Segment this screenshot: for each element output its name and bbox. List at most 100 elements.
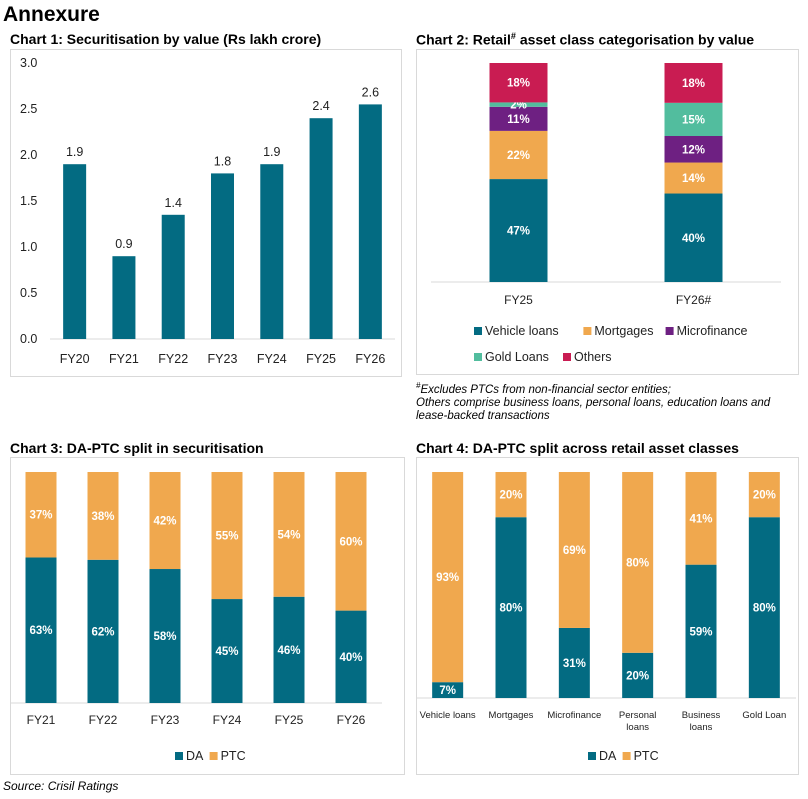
chart1-bar bbox=[112, 256, 136, 339]
chart3-bar-segment bbox=[87, 559, 119, 703]
footnote-line-1: #Excludes PTCs from non-financial sector… bbox=[416, 379, 806, 397]
chart4-xtick: Business bbox=[682, 710, 721, 721]
chart4-legend-label: PTC bbox=[634, 749, 659, 763]
chart3-legend-swatch bbox=[209, 752, 218, 760]
chart1-ytick: 0.5 bbox=[20, 286, 37, 300]
chart1-svg: 0.0 0.5 1.0 1.5 2.0 2.5 3.0 1.9 FY20 0.9 FY21 1.4 FY… bbox=[20, 56, 395, 366]
chart3-bar-segment bbox=[149, 472, 181, 570]
footnote-marker: # bbox=[416, 381, 421, 390]
chart4-legend-swatch bbox=[622, 752, 631, 760]
chart2-data-label: 2% bbox=[510, 100, 527, 112]
chart2-bar-segment bbox=[489, 130, 548, 180]
chart3-data-label: 46% bbox=[277, 645, 300, 657]
chart2-data-label: 15% bbox=[682, 114, 705, 126]
chart2-bar-segment bbox=[664, 102, 723, 136]
footnote-line-1-text: Excludes PTCs from non-financial sector … bbox=[420, 383, 671, 396]
chart3-xtick: FY21 bbox=[27, 713, 56, 727]
chart1-ytick: 3.0 bbox=[20, 56, 37, 70]
chart4-bar-segment bbox=[558, 472, 590, 628]
chart2-bar-segment bbox=[489, 63, 548, 103]
chart3-data-label: 62% bbox=[91, 626, 114, 638]
chart2-legend-swatch bbox=[665, 327, 674, 335]
chart3-bar-segment bbox=[335, 610, 367, 703]
chart2-bar-segment bbox=[489, 102, 548, 107]
source-note: Source: Crisil Ratings bbox=[3, 779, 119, 793]
chart1-data-label: 1.4 bbox=[165, 196, 182, 210]
chart2-data-label: 11% bbox=[507, 114, 529, 126]
chart2-title-marker: # bbox=[510, 31, 516, 41]
chart1-ytick: 2.0 bbox=[20, 148, 37, 162]
chart4-data-label: 69% bbox=[563, 545, 586, 557]
chart4-bar-segment bbox=[748, 472, 780, 518]
chart3-legend-swatch bbox=[175, 752, 183, 760]
chart4-title: Chart 4: DA-PTC split across retail asse… bbox=[416, 440, 739, 456]
chart3-data-label: 45% bbox=[215, 646, 238, 658]
chart2-bar-segment bbox=[489, 179, 548, 282]
chart4-data-label: 59% bbox=[689, 626, 712, 638]
chart3-bar-segment bbox=[273, 596, 305, 703]
chart1-bar bbox=[211, 173, 234, 339]
chart4-data-label: 80% bbox=[626, 557, 649, 569]
chart4-bar-segment bbox=[622, 652, 654, 698]
chart4-xtick: Microfinance bbox=[547, 710, 601, 721]
chart2-legend-label: Vehicle loans bbox=[485, 324, 559, 338]
chart3-data-label: 58% bbox=[153, 631, 176, 643]
chart3-xtick: FY24 bbox=[213, 713, 242, 727]
chart2-title-suffix: asset class categorisation by value bbox=[515, 31, 755, 48]
chart4-data-label: 80% bbox=[499, 603, 522, 615]
chart4-bar-segment bbox=[495, 472, 527, 518]
chart1-xtick: FY26 bbox=[355, 352, 385, 366]
chart3-xtick: FY25 bbox=[275, 713, 304, 727]
chart1-data-label: 1.9 bbox=[263, 145, 280, 159]
chart3-data-label: 63% bbox=[29, 625, 52, 637]
footnote-line-3: lease-backed transactions bbox=[416, 409, 550, 422]
chart2-legend-label: Microfinance bbox=[677, 324, 748, 338]
chart2-data-label: 12% bbox=[682, 144, 705, 156]
chart1-bar bbox=[309, 118, 333, 339]
chart1-data-label: 1.8 bbox=[214, 154, 231, 168]
chart3-bar-segment bbox=[335, 472, 367, 611]
chart3-bar-segment bbox=[87, 472, 119, 560]
chart1-xtick: FY21 bbox=[109, 352, 139, 366]
chart4-bar-segment bbox=[432, 682, 464, 698]
chart4-bar-segment bbox=[685, 472, 717, 565]
chart2-legend-swatch bbox=[583, 327, 592, 335]
chart3-data-label: 40% bbox=[339, 652, 362, 664]
chart1-bar bbox=[260, 164, 284, 339]
chart1-data-label: 2.6 bbox=[362, 85, 379, 99]
chart4-data-label: 31% bbox=[563, 658, 586, 670]
chart2-legend-label: Others bbox=[574, 350, 612, 364]
chart4-legend-label: DA bbox=[599, 749, 617, 763]
chart3-xtick: FY22 bbox=[89, 713, 118, 727]
chart2-bar-segment bbox=[664, 63, 723, 103]
chart3-data-label: 42% bbox=[153, 516, 176, 528]
chart4-data-label: 20% bbox=[753, 490, 776, 502]
page-heading: Annexure bbox=[3, 3, 100, 26]
chart2-data-label: 18% bbox=[507, 78, 530, 90]
chart2-data-label: 22% bbox=[507, 150, 530, 162]
chart1-xtick: FY22 bbox=[158, 352, 188, 366]
chart2-frame bbox=[416, 49, 799, 375]
chart4-xtick: loans bbox=[690, 722, 713, 733]
chart1-ytick: 0.0 bbox=[20, 332, 37, 346]
chart4-data-label: 20% bbox=[499, 490, 522, 502]
chart3-bar-segment bbox=[25, 557, 57, 703]
chart2-legend-swatch bbox=[474, 327, 482, 335]
chart1-title: Chart 1: Securitisation by value (Rs lak… bbox=[10, 31, 322, 47]
chart4-data-label: 7% bbox=[439, 685, 456, 697]
chart3-legend-label: PTC bbox=[221, 749, 246, 763]
chart3-bar-segment bbox=[273, 472, 305, 597]
chart4-xtick: Personal bbox=[619, 710, 657, 721]
chart1-bar bbox=[63, 164, 87, 339]
chart4-bar-segment bbox=[495, 517, 527, 698]
footnote-line-2: Others comprise business loans, personal… bbox=[416, 396, 771, 409]
chart3-svg: 63% 37% FY21 62% 38% FY22 58% 42% FY23 45% 55% FY24… bbox=[10, 472, 382, 763]
chart3-data-label: 37% bbox=[29, 510, 52, 522]
chart3-bar-segment bbox=[149, 569, 181, 703]
chart1-data-label: 2.4 bbox=[312, 99, 329, 113]
chart4-xtick: loans bbox=[626, 722, 649, 733]
chart3-data-label: 55% bbox=[215, 531, 238, 543]
chart4-legend-swatch bbox=[588, 752, 596, 760]
chart1-xtick: FY23 bbox=[208, 352, 238, 366]
chart4-data-label: 80% bbox=[753, 603, 776, 615]
